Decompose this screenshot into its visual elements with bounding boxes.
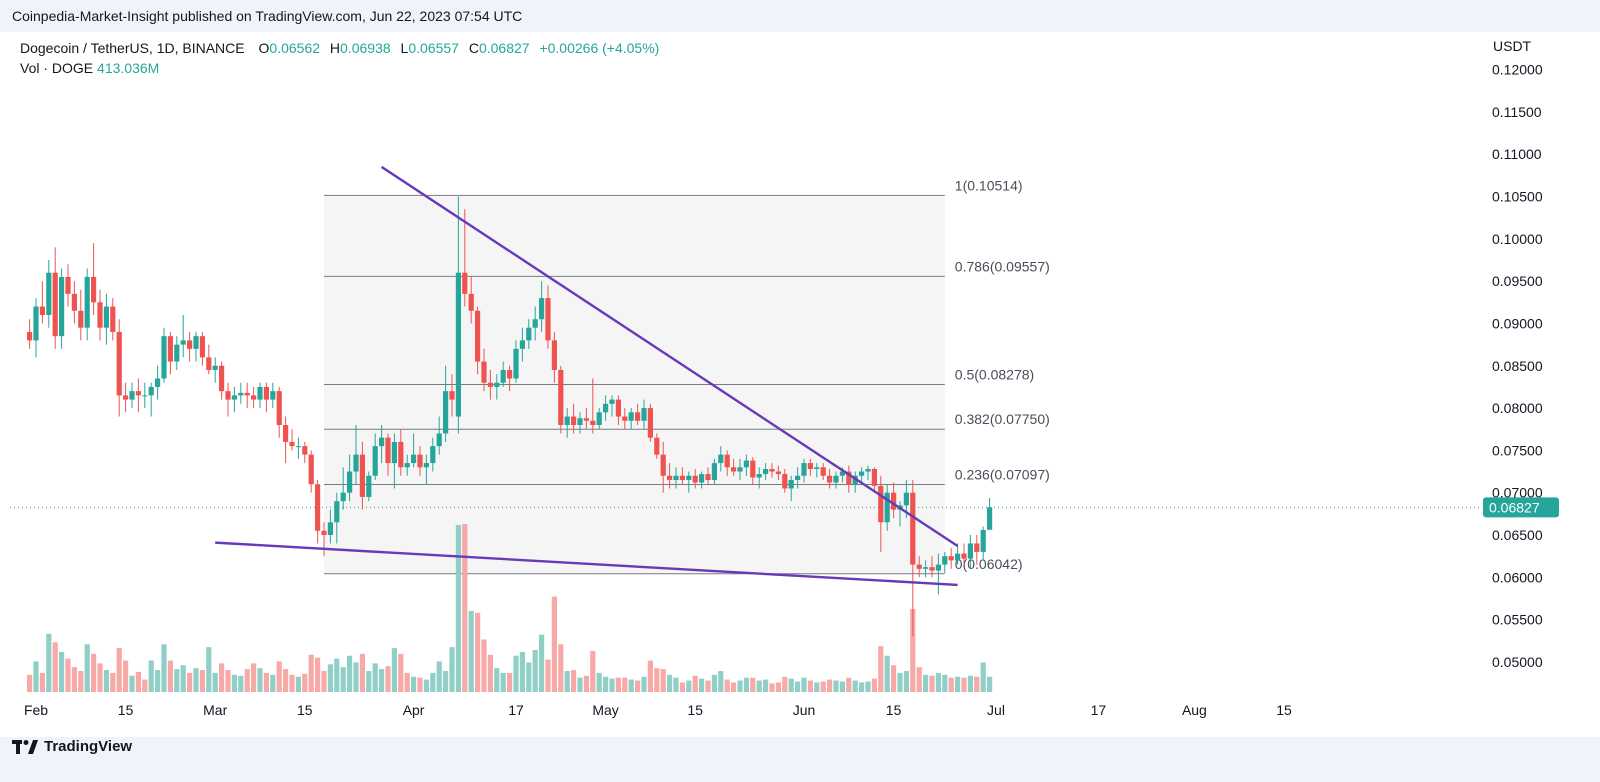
open-label: O xyxy=(258,40,270,56)
high-label: H xyxy=(329,40,341,56)
low-label: L xyxy=(400,40,409,56)
volume-value: 413.036M xyxy=(97,60,160,76)
currency-label[interactable]: USDT xyxy=(1493,38,1532,54)
close-value: 0.06827 xyxy=(478,40,530,56)
low-value: 0.06557 xyxy=(408,40,459,56)
publisher-bar: Coinpedia-Market-Insight published on Tr… xyxy=(0,0,1600,32)
tradingview-logo[interactable]: TradingView xyxy=(12,738,132,755)
volume-label: Vol · DOGE xyxy=(20,60,94,76)
tradingview-brand: TradingView xyxy=(44,738,133,755)
volume-legend[interactable]: Vol · DOGE 413.036M xyxy=(20,60,165,76)
tradingview-logo-icon xyxy=(12,739,38,754)
change-value: +0.00266 (+4.05%) xyxy=(539,40,660,56)
close-label: C xyxy=(468,40,479,56)
high-value: 0.06938 xyxy=(340,40,391,56)
symbol-legend[interactable]: Dogecoin / TetherUS, 1D, BINANCE O0.0656… xyxy=(20,40,665,56)
chart-frame xyxy=(10,32,1600,737)
publisher-text: Coinpedia-Market-Insight published on Tr… xyxy=(12,8,523,24)
symbol-name[interactable]: Dogecoin / TetherUS, 1D, BINANCE xyxy=(20,40,245,56)
open-value: 0.06562 xyxy=(269,40,321,56)
footer-bar xyxy=(0,737,1600,782)
